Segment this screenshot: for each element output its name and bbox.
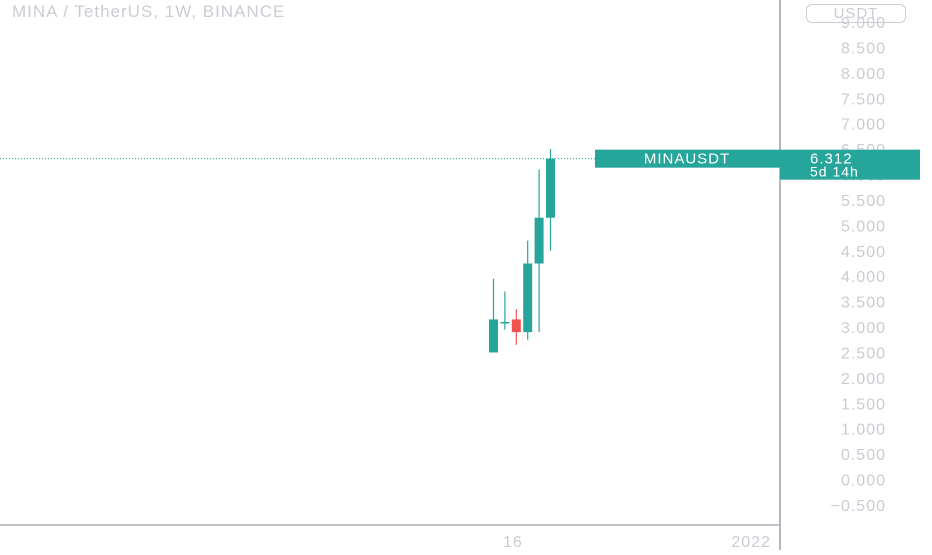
candle-body: [523, 263, 533, 333]
price-tick-label: 8.000: [841, 66, 886, 83]
price-tick-label: 7.000: [841, 117, 886, 134]
price-tag-value: 6.312: [810, 151, 853, 168]
currency-badge[interactable]: USDT: [806, 4, 906, 23]
time-axis[interactable]: 16 2022: [503, 534, 771, 551]
price-tick-label: 9.000: [841, 15, 886, 32]
price-tick-label: 3.000: [841, 320, 886, 337]
symbol-tag-bg: [595, 149, 780, 168]
candle-body: [511, 319, 521, 333]
price-tick-label: 4.500: [841, 244, 886, 261]
price-tick-label: 8.500: [841, 40, 886, 57]
candle-body: [534, 217, 544, 264]
price-tick-label: 2.000: [841, 371, 886, 388]
candle[interactable]: [546, 149, 555, 251]
price-tick-label: 0.500: [841, 447, 886, 464]
candle[interactable]: [511, 309, 521, 345]
price-tick-label: 2.500: [841, 345, 886, 362]
time-tick-label: 16: [503, 534, 523, 550]
price-tick-label: 5.500: [841, 193, 886, 210]
candle-body: [489, 319, 498, 353]
price-tick-label: 1.500: [841, 396, 886, 413]
price-tag-countdown: 5d 14h: [810, 164, 859, 180]
price-tick-label: 1.000: [841, 422, 886, 439]
candle[interactable]: [500, 291, 510, 330]
candle[interactable]: [489, 278, 498, 353]
candle-body: [546, 158, 555, 218]
candles-layer: [489, 149, 555, 353]
candle[interactable]: [523, 240, 533, 340]
price-tick-label: 3.500: [841, 295, 886, 312]
chart-title: MINA / TetherUS, 1W, BINANCE: [12, 2, 286, 21]
price-tick-label: 4.000: [841, 269, 886, 286]
price-tick-label: 5.000: [841, 218, 886, 235]
price-tag-bg: [780, 149, 920, 180]
candle[interactable]: [534, 169, 544, 333]
price-tick-label: 0.000: [841, 473, 886, 490]
price-axis[interactable]: 9.0008.5008.0007.5007.0006.5006.0005.500…: [831, 15, 886, 515]
candle-body: [500, 321, 510, 324]
time-tick-label: 2022: [731, 534, 771, 550]
price-tick-label: 7.500: [841, 91, 886, 108]
symbol-tag-label: MINAUSDT: [644, 151, 730, 168]
price-tick-label: −0.500: [831, 498, 886, 515]
